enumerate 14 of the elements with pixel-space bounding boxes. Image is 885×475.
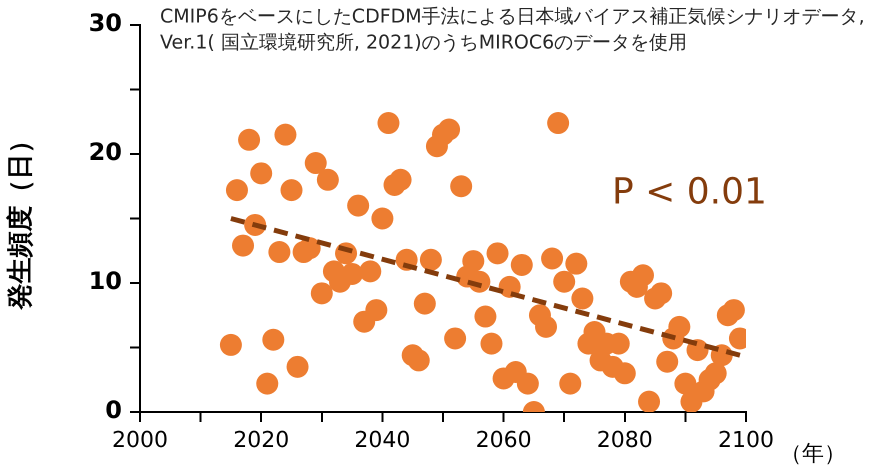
y-axis-title: 発生頻度（日） [5, 128, 36, 310]
annotation: CMIP6をベースにしたCDFDM手法による日本域バイアス補正気候シナリオデータ, Ver.1( 国立環境研究所, 2021)のうちMIROC6のデータを使用 [160, 5, 871, 54]
y-tick-label: 0 [105, 396, 122, 424]
y-tick-label: 30 [88, 9, 122, 38]
x-axis-title: （年） [780, 442, 846, 467]
annotation: P < 0.01 [612, 171, 767, 212]
y-tick-label: 10 [88, 267, 122, 296]
x-tick-label: 2060 [476, 428, 532, 453]
x-tick-label: 2020 [233, 428, 290, 453]
x-tick-label: 2080 [596, 428, 653, 453]
x-tick-label: 2040 [354, 428, 410, 453]
y-tick-label: 20 [88, 138, 122, 166]
x-tick-label: 2100 [718, 428, 774, 453]
x-tick-label: 2000 [112, 428, 168, 453]
